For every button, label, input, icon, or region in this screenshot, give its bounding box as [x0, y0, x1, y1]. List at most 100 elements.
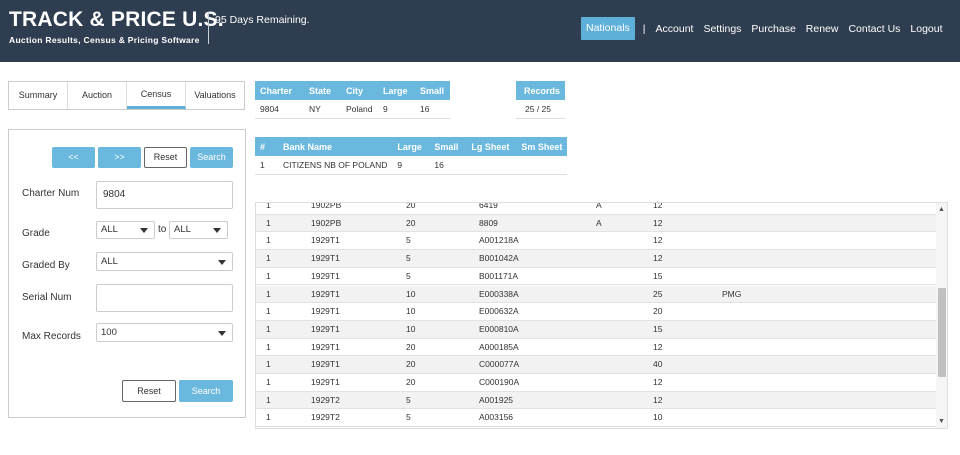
top-search-button[interactable]: Search	[190, 147, 233, 168]
city-header: City	[341, 81, 378, 100]
grade-to-label: to	[158, 224, 167, 235]
tab-auction[interactable]: Auction	[68, 82, 127, 109]
grade-from-value: ALL	[101, 224, 118, 235]
tab-census[interactable]: Census	[127, 82, 186, 109]
grid-serial-cell: A001218A	[479, 235, 519, 246]
grid-series-cell: 1929T1	[311, 306, 340, 317]
grid-denom-cell: 20	[406, 341, 416, 352]
view-tabs: Summary Auction Census Valuations	[8, 81, 245, 110]
small-cell: 16	[415, 100, 450, 119]
large-cell: 9	[392, 156, 430, 175]
nav-account[interactable]: Account	[655, 22, 694, 35]
large-cell: 9	[378, 100, 415, 119]
brand-subtitle: Auction Results, Census & Pricing Softwa…	[9, 35, 200, 45]
grid-serial-cell: A000185A	[479, 341, 519, 352]
table-row[interactable]: 1 1929T1 5 B001042A 12	[256, 250, 936, 268]
table-row: 1 CITIZENS NB OF POLAND 9 16	[255, 156, 568, 175]
grid-block-cell: A	[596, 217, 602, 228]
top-reset-button[interactable]: Reset	[144, 147, 187, 168]
graded-by-label: Graded By	[22, 260, 70, 271]
grid-series-cell: 1929T2	[311, 412, 340, 423]
nav-purchase[interactable]: Purchase	[751, 22, 796, 35]
serial-num-label: Serial Num	[22, 292, 72, 303]
grade-to-select[interactable]: ALL	[169, 221, 228, 239]
tab-summary[interactable]: Summary	[9, 82, 68, 109]
grid-index-cell: 1	[266, 306, 271, 317]
lg-sheet-cell	[466, 156, 517, 175]
nav-settings[interactable]: Settings	[703, 22, 742, 35]
table-row[interactable]: 1 1929T1 5 A001218A 12	[256, 232, 936, 251]
index-cell: 1	[255, 156, 278, 175]
table-row[interactable]: 1 1929T1 5 B001171A 15	[256, 268, 936, 286]
chevron-up-icon[interactable]: ▲	[938, 206, 945, 213]
table-row[interactable]: 1 1929T1 20 C000077A 40	[256, 356, 936, 374]
bottom-search-button[interactable]: Search	[179, 380, 233, 402]
table-row[interactable]: 1 1929T2 5 A001925 12	[256, 391, 936, 410]
grid-series-cell: 1929T1	[311, 288, 340, 299]
grid-grade-cell: 12	[653, 253, 663, 264]
grid-denom-cell: 20	[406, 202, 416, 210]
vertical-scrollbar[interactable]: ▲ ▼	[936, 203, 947, 428]
brand[interactable]: TRACK & PRICE U.S. Auction Results, Cens…	[9, 8, 224, 45]
grade-from-select[interactable]: ALL	[96, 221, 155, 239]
grid-grade-cell: 10	[653, 412, 663, 423]
grid-grade-cell: 25	[653, 288, 663, 299]
nav-contact-us[interactable]: Contact Us	[848, 22, 901, 35]
grid-denom-cell: 10	[406, 306, 416, 317]
prev-button[interactable]: <<	[52, 147, 95, 168]
table-row[interactable]: 1 1929T1 10 E000810A 15	[256, 320, 936, 339]
chevron-down-icon[interactable]: ▼	[938, 418, 945, 425]
table-row[interactable]: 1 1929T1 20 A000185A 12	[256, 339, 936, 357]
records-header: Records	[516, 81, 565, 100]
grid-denom-cell: 20	[406, 217, 416, 228]
charter-num-input[interactable]: 9804	[96, 181, 233, 209]
grid-series-cell: 1902PB	[311, 202, 342, 210]
grid-index-cell: 1	[266, 394, 271, 405]
grid-grade-cell: 40	[653, 359, 663, 370]
serial-num-input[interactable]	[96, 284, 233, 312]
graded-by-select[interactable]: ALL	[96, 252, 233, 271]
table-row[interactable]: 1 1902PB 20 6419 A 12	[256, 202, 936, 215]
scrollbar-thumb[interactable]	[938, 288, 946, 377]
grid-denom-cell: 5	[406, 235, 411, 246]
table-row[interactable]: 1 1929T1 10 E000632A 20	[256, 303, 936, 321]
tab-valuations[interactable]: Valuations	[194, 90, 236, 100]
nav-logout[interactable]: Logout	[910, 22, 943, 35]
brand-title: TRACK & PRICE U.S.	[9, 8, 224, 31]
chevron-down-icon	[213, 228, 221, 233]
city-cell: Poland	[341, 100, 378, 119]
grid-grade-cell: 12	[653, 202, 663, 210]
sm-sheet-cell	[516, 156, 568, 175]
bank-name-header: Bank Name	[278, 137, 393, 156]
nav-separator: |	[642, 22, 646, 35]
bottom-reset-button[interactable]: Reset	[122, 380, 176, 402]
grid-denom-cell: 10	[406, 288, 416, 299]
nav-renew[interactable]: Renew	[805, 22, 839, 35]
table-row[interactable]: 1 1902PB 20 8809 A 12	[256, 214, 936, 233]
grid-series-cell: 1929T1	[311, 235, 340, 246]
table-row[interactable]: 1 1929T1 20 C000190A 12	[256, 374, 936, 392]
grid-denom-cell: 5	[406, 412, 411, 423]
grid-grade-cell: 12	[653, 235, 663, 246]
next-button[interactable]: >>	[98, 147, 141, 168]
state-cell: NY	[304, 100, 341, 119]
grid-index-cell: 1	[266, 323, 271, 334]
grid-series-cell: 1929T2	[311, 394, 340, 405]
charter-table: Charter State City Large Small 9804 NY P…	[255, 81, 450, 119]
chevron-down-icon	[218, 330, 226, 336]
search-panel: << >> Reset Search Charter Num 9804 Grad…	[8, 129, 246, 418]
max-records-value: 100	[101, 327, 117, 338]
grid-series-cell: 1929T1	[311, 359, 340, 370]
census-grid[interactable]: 1 1902PB 20 6419 A 12 1 1902PB 20 8809 A 12 1 1929T1 5…	[255, 202, 948, 429]
table-row[interactable]: 1 1929T1 10 E000338A 25 PMG	[256, 285, 936, 304]
grid-grade-cell: 20	[653, 306, 663, 317]
grid-denom-cell: 10	[406, 323, 416, 334]
grid-series-cell: 1929T1	[311, 323, 340, 334]
table-row[interactable]: 1 1929T2 5 A003156 10	[256, 409, 936, 428]
nav-nationals[interactable]: Nationals	[581, 17, 635, 40]
grid-grade-cell: 12	[653, 217, 663, 228]
grid-index-cell: 1	[266, 377, 271, 387]
grid-index-cell: 1	[266, 288, 271, 299]
grid-denom-cell: 5	[406, 394, 411, 405]
max-records-select[interactable]: 100	[96, 323, 233, 342]
